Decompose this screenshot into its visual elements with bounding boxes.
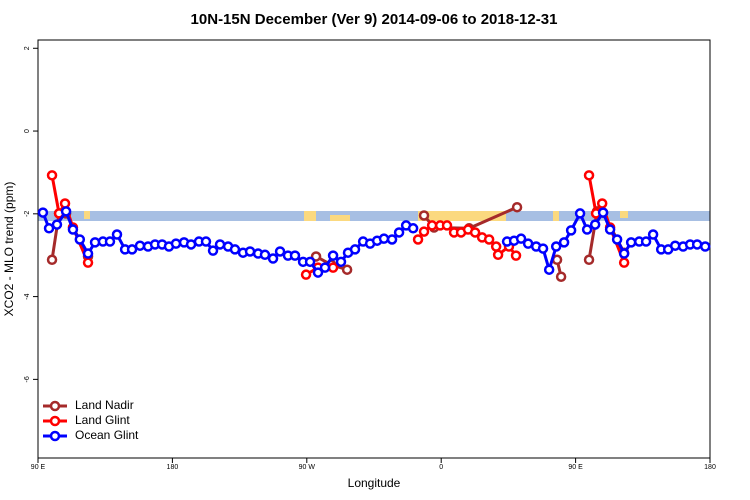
series-point	[691, 239, 703, 250]
series-point	[565, 225, 577, 236]
series-point	[555, 271, 567, 282]
x-tick-label: 180	[704, 464, 716, 471]
series-point	[426, 220, 438, 231]
series-point	[104, 236, 116, 247]
plot-frame	[37, 39, 711, 459]
series-point	[543, 264, 555, 275]
series-point	[583, 170, 595, 181]
series-point	[170, 238, 182, 249]
series-point	[111, 229, 123, 240]
series-point	[327, 262, 339, 273]
series-point	[259, 249, 271, 261]
y-tick-label: 0	[24, 129, 31, 133]
land-patches	[84, 211, 628, 221]
series-point	[378, 233, 390, 244]
series-point	[647, 229, 659, 240]
series-point	[611, 234, 623, 245]
series-point	[67, 224, 79, 235]
series-point	[319, 262, 331, 273]
series-point	[312, 267, 324, 278]
series-point	[550, 241, 562, 252]
series-point	[200, 236, 212, 247]
x-tick-label: 180	[167, 464, 179, 471]
series-point	[300, 269, 312, 280]
series-point	[274, 246, 286, 257]
series-point	[483, 234, 495, 245]
y-tick-label: -6	[24, 376, 31, 382]
series-point	[574, 208, 586, 219]
legend-swatch-point	[49, 415, 61, 427]
x-tick-label: 90 E	[568, 464, 583, 471]
x-tick-label: 90 W	[299, 464, 316, 471]
series-point	[515, 233, 527, 244]
series-point	[558, 237, 570, 248]
series-point	[46, 170, 58, 181]
x-tick-label: 90 E	[31, 464, 46, 471]
series-point	[134, 240, 146, 251]
surface-band	[38, 211, 710, 221]
series-point	[214, 239, 226, 250]
legend-label: Land Nadir	[75, 398, 134, 412]
series-point	[327, 250, 339, 261]
series-point	[618, 257, 630, 268]
series-point	[618, 248, 630, 259]
legend-swatch-point	[49, 430, 61, 442]
series-point	[393, 227, 405, 238]
series-point	[597, 207, 609, 218]
series-point	[490, 241, 502, 252]
series-point	[349, 244, 361, 255]
series-point	[43, 223, 55, 234]
series-point	[244, 246, 256, 257]
series-point	[126, 244, 138, 255]
series-point	[335, 256, 347, 268]
series-point	[511, 201, 523, 213]
x-axis-label: Longitude	[348, 476, 401, 490]
series-point	[267, 253, 279, 264]
legend-swatch-point	[49, 400, 61, 412]
series-point	[640, 236, 652, 247]
series-point	[510, 250, 522, 261]
series-point	[589, 219, 601, 230]
series-point	[74, 234, 86, 245]
series-point	[37, 207, 49, 218]
series-point	[537, 243, 549, 254]
series-point	[441, 220, 453, 231]
series-point	[583, 254, 595, 266]
series-point	[407, 223, 419, 234]
series-point	[418, 210, 430, 221]
x-tick-label: 0	[439, 464, 443, 471]
series-point	[625, 237, 637, 248]
series-point	[341, 264, 353, 275]
series-point	[207, 245, 219, 256]
series-point	[604, 224, 616, 235]
legend-label: Ocean Glint	[75, 428, 139, 442]
y-axis-label: XCO2 - MLO trend (ppm)	[2, 182, 16, 317]
series-point	[418, 226, 430, 237]
series-point	[469, 227, 481, 238]
series-point	[412, 234, 424, 245]
series-point	[229, 244, 241, 255]
series-point	[82, 248, 94, 259]
y-tick-label: -4	[24, 293, 31, 299]
series-point	[60, 206, 72, 217]
series-point	[386, 234, 398, 245]
chart-title: 10N-15N December (Ver 9) 2014-09-06 to 2…	[191, 11, 558, 28]
series-point	[522, 238, 534, 249]
series-point	[289, 250, 301, 261]
series-point	[82, 257, 94, 268]
series-point	[581, 224, 593, 235]
series-point	[46, 254, 58, 266]
series-point	[492, 249, 504, 261]
y-tick-label: 2	[24, 46, 31, 50]
series-point	[51, 219, 63, 230]
series-point	[304, 256, 316, 268]
legend-label: Land Glint	[75, 413, 130, 427]
y-tick-label: -2	[24, 211, 31, 217]
series-point	[596, 198, 608, 209]
series-point	[699, 241, 711, 252]
